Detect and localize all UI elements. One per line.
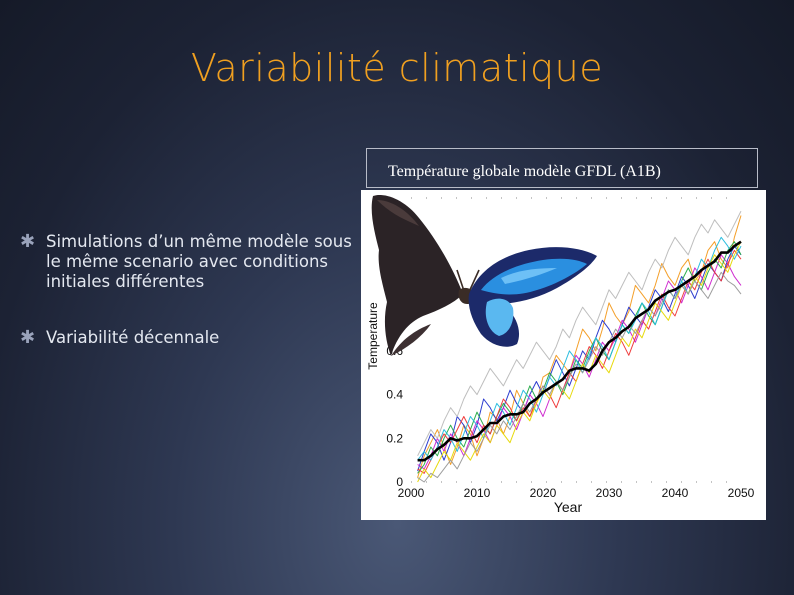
x-tick-label: 2000 [398,486,425,500]
temperature-chart: 20002010202020302040205000.20.40.61.2Yea… [361,190,766,520]
series-line [417,241,742,474]
x-axis-label: Year [554,499,583,515]
y-tick-label: 0.2 [386,431,403,445]
bullet-item: ✱ Simulations d’un même modèle sous le m… [20,232,360,292]
bullet-list: ✱ Simulations d’un même modèle sous le m… [20,232,360,384]
figure-caption: Température globale modèle GFDL (A1B) [388,163,661,180]
bullet-text: Variabilité décennale [46,328,220,347]
figure-caption-box [366,148,758,188]
y-tick-label: 0 [396,475,403,489]
x-tick-label: 2010 [464,486,491,500]
y-axis-label: Temperature [366,302,380,370]
mean-series-line [417,240,742,462]
series-line [417,210,742,457]
series-layer [417,210,742,483]
series-line [417,254,742,470]
asterisk-bullet-icon: ✱ [20,327,36,348]
x-tick-label: 2040 [662,486,689,500]
x-tick-label: 2030 [596,486,623,500]
slide-title: Variabilité climatique [190,46,604,90]
chart-svg: 20002010202020302040205000.20.40.61.2Yea… [366,194,755,515]
asterisk-bullet-icon: ✱ [20,231,36,252]
butterfly-image [371,194,597,356]
axes-layer: 20002010202020302040205000.20.40.61.2Yea… [366,197,755,515]
x-tick-label: 2050 [728,486,755,500]
y-tick-label: 0.4 [386,388,403,402]
bullet-text: Simulations d’un même modèle sous le mêm… [46,232,352,291]
x-tick-label: 2020 [530,486,557,500]
bullet-item: ✱ Variabilité décennale [20,328,360,348]
